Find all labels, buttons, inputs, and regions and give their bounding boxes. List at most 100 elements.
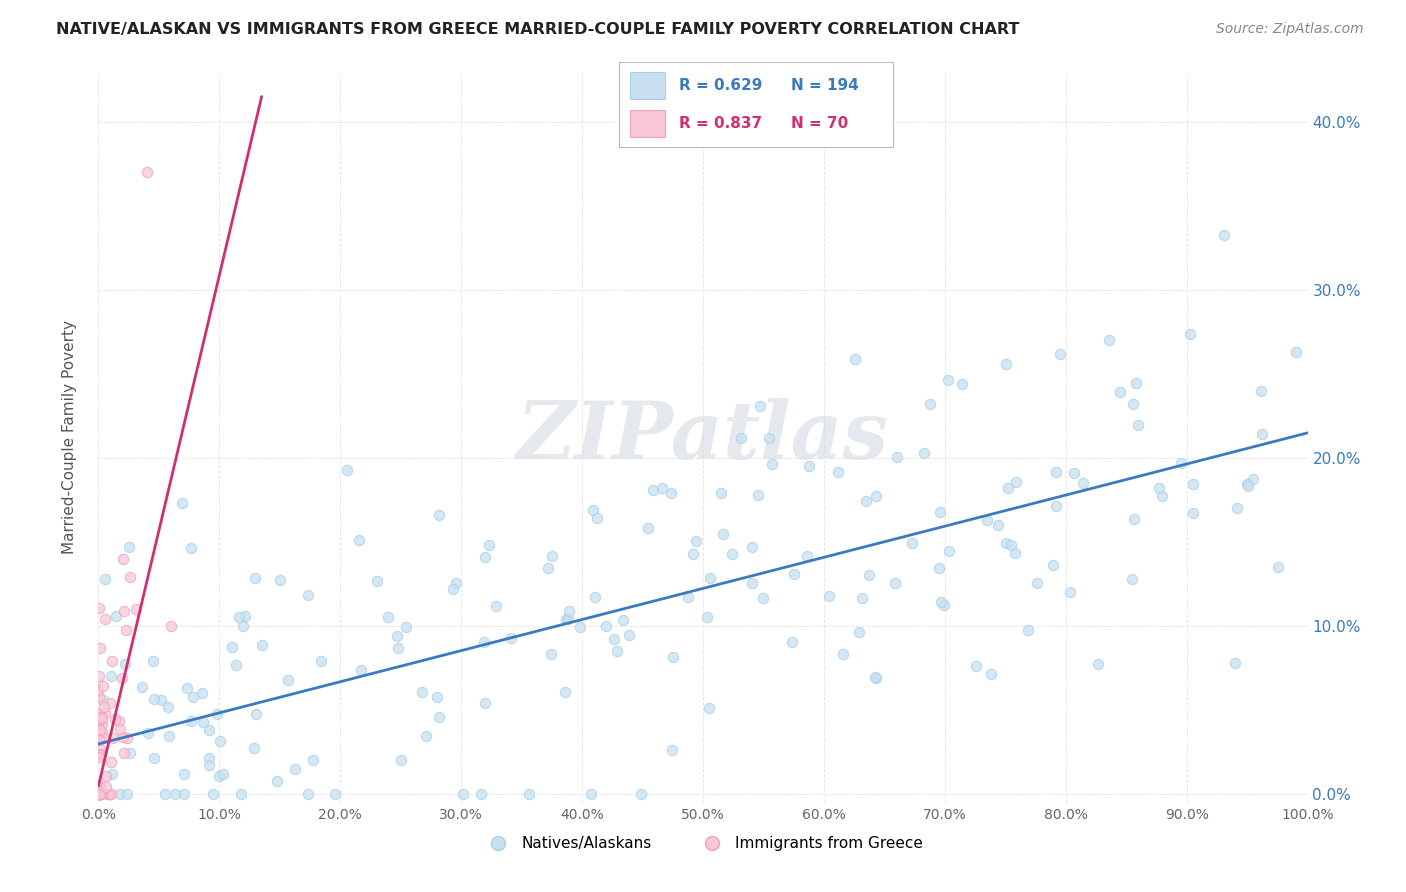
Point: [855, 494, 877, 508]
Point: [1004, 546, 1026, 560]
Point: [1178, 327, 1201, 342]
Point: [89, 780, 111, 794]
Point: [131, 680, 153, 694]
Point: [1125, 376, 1147, 390]
Point: [1121, 573, 1143, 587]
Point: [537, 561, 560, 575]
Point: [347, 533, 370, 548]
Bar: [630, 110, 665, 137]
Point: [104, 609, 127, 624]
Point: [721, 547, 744, 561]
Point: [540, 648, 562, 662]
Point: [197, 723, 219, 738]
Point: [1122, 397, 1144, 411]
Point: [1225, 656, 1247, 670]
Point: [651, 481, 673, 495]
Point: [100, 788, 122, 802]
Point: [426, 690, 449, 704]
Point: [87, 733, 110, 747]
Point: [252, 638, 274, 652]
Point: [284, 762, 307, 776]
Point: [980, 667, 1002, 681]
Point: [245, 706, 267, 721]
Point: [554, 685, 576, 699]
Point: [1267, 560, 1289, 574]
Point: [142, 751, 165, 765]
Point: [231, 788, 253, 802]
Point: [389, 754, 412, 768]
Point: [87, 788, 110, 802]
Text: R = 0.629: R = 0.629: [679, 78, 762, 93]
Point: [87, 749, 110, 764]
Point: [93, 731, 115, 745]
Point: [569, 620, 592, 634]
Point: [180, 541, 202, 556]
Point: [796, 549, 818, 564]
Point: [208, 769, 231, 783]
Point: [172, 496, 194, 510]
Point: [411, 685, 433, 699]
Point: [557, 612, 579, 626]
Point: [938, 544, 960, 558]
Point: [474, 696, 496, 710]
Point: [87, 788, 110, 802]
Point: [451, 788, 474, 802]
Point: [350, 663, 373, 677]
Point: [676, 590, 699, 604]
Point: [1149, 481, 1171, 495]
Point: [110, 788, 132, 802]
Point: [112, 604, 135, 618]
Point: [758, 431, 780, 445]
Point: [115, 731, 138, 746]
Point: [603, 632, 626, 647]
Text: N = 70: N = 70: [792, 116, 849, 131]
Point: [198, 751, 221, 765]
Point: [160, 619, 183, 633]
Point: [266, 774, 288, 789]
Point: [1059, 585, 1081, 599]
FancyBboxPatch shape: [619, 62, 893, 147]
Point: [336, 462, 359, 476]
Point: [110, 722, 132, 736]
Point: [112, 730, 135, 744]
Point: [499, 632, 522, 646]
Point: [1212, 227, 1234, 242]
Point: [89, 783, 111, 797]
Point: [157, 729, 180, 743]
Point: [848, 624, 870, 639]
Point: [89, 742, 111, 756]
Point: [595, 619, 617, 633]
Point: [1045, 466, 1067, 480]
Point: [100, 669, 122, 683]
Point: [90, 710, 112, 724]
Point: [173, 766, 195, 780]
Point: [302, 753, 325, 767]
Point: [1063, 466, 1085, 480]
Point: [87, 788, 110, 802]
Point: [309, 654, 332, 668]
Point: [995, 357, 1018, 371]
Point: [1026, 576, 1049, 591]
Point: [851, 591, 873, 605]
Text: ZIPatlas: ZIPatlas: [517, 399, 889, 475]
Point: [929, 505, 952, 519]
Point: [659, 486, 682, 500]
Point: [619, 628, 641, 642]
Point: [87, 788, 110, 802]
Point: [87, 731, 110, 746]
Point: [429, 710, 451, 724]
Point: [1237, 479, 1260, 493]
Point: [1150, 490, 1173, 504]
Point: [749, 399, 772, 413]
Point: [89, 788, 111, 802]
Point: [385, 629, 408, 643]
Point: [865, 671, 887, 685]
Point: [415, 729, 437, 743]
Point: [783, 567, 806, 582]
Point: [1109, 384, 1132, 399]
Point: [395, 620, 418, 634]
Point: [87, 788, 110, 802]
Point: [387, 641, 409, 656]
Point: [1241, 472, 1264, 486]
Point: [929, 595, 952, 609]
